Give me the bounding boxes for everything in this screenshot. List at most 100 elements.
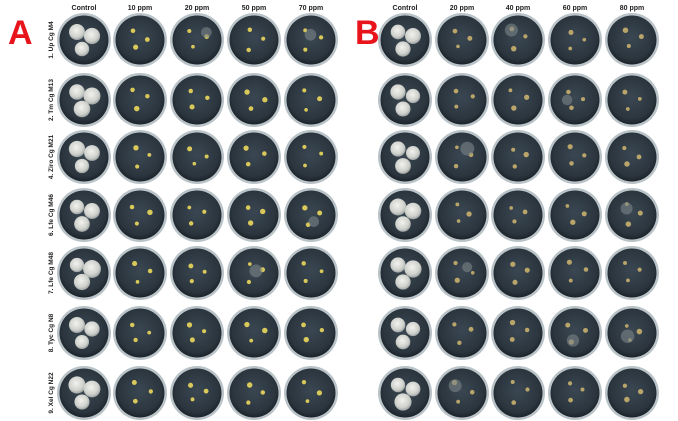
dish-agar	[551, 133, 600, 182]
colony	[406, 322, 420, 336]
plug	[135, 165, 139, 169]
plug	[453, 29, 458, 34]
column-header: 80 ppm	[620, 5, 645, 12]
plug	[191, 397, 195, 401]
plug	[261, 390, 265, 394]
plug	[623, 384, 627, 388]
growth	[621, 330, 635, 344]
plug	[192, 162, 196, 166]
dish-agar	[381, 133, 430, 182]
column-header: 60 ppm	[563, 5, 588, 12]
petri-dish	[548, 73, 602, 127]
plug	[202, 210, 206, 214]
dish-agar	[438, 191, 487, 240]
plug	[303, 164, 307, 168]
petri-dish	[57, 13, 111, 67]
dish-agar	[230, 16, 279, 65]
petri-dish	[435, 188, 489, 242]
petri-dish	[113, 73, 167, 127]
plug	[568, 398, 573, 403]
petri-dish	[491, 73, 545, 127]
plug	[188, 264, 193, 269]
petri-dish	[227, 73, 281, 127]
dish-agar	[116, 133, 165, 182]
plug	[190, 279, 194, 283]
plug	[581, 387, 585, 391]
petri-dish	[227, 246, 281, 300]
petri-dish	[284, 366, 338, 420]
petri-dish	[491, 306, 545, 360]
plug	[511, 380, 515, 384]
dish-agar	[438, 16, 487, 65]
petri-dish	[605, 306, 659, 360]
plug	[246, 48, 250, 52]
plug	[454, 89, 459, 94]
plug	[524, 95, 529, 100]
dish-agar	[173, 191, 222, 240]
plug	[191, 45, 195, 49]
petri-dish	[435, 130, 489, 184]
growth	[305, 29, 317, 41]
plug	[511, 400, 516, 405]
plug	[130, 323, 135, 328]
petri-dish	[284, 306, 338, 360]
plug	[243, 146, 248, 151]
plug	[626, 221, 632, 227]
petri-dish	[435, 366, 489, 420]
plug	[187, 146, 192, 151]
plug	[455, 145, 459, 149]
dish-agar	[60, 16, 109, 65]
column-header: 70 ppm	[299, 5, 324, 12]
colony	[395, 41, 410, 56]
plug	[244, 322, 249, 327]
plug	[566, 90, 571, 95]
colony	[406, 89, 420, 103]
plug	[149, 389, 153, 393]
plug	[134, 106, 140, 112]
dish-agar	[551, 369, 600, 418]
dish-agar	[381, 191, 430, 240]
plug	[524, 152, 529, 157]
row-label: 9. Xel Cg N22	[48, 372, 55, 414]
dish-agar	[60, 76, 109, 125]
dish-agar	[494, 16, 543, 65]
dish-agar	[173, 16, 222, 65]
colony	[70, 258, 84, 272]
plug	[566, 204, 570, 208]
colony	[69, 84, 85, 100]
plug	[317, 390, 322, 395]
plug	[248, 262, 252, 266]
plug	[471, 94, 475, 98]
petri-dish	[605, 188, 659, 242]
plug	[317, 210, 322, 215]
dish-agar	[438, 133, 487, 182]
plug	[581, 97, 585, 101]
colony	[406, 146, 420, 160]
plug	[625, 324, 629, 328]
petri-dish	[113, 13, 167, 67]
plug	[454, 105, 458, 109]
dish-agar	[116, 309, 165, 358]
plug	[509, 206, 513, 210]
petri-dish	[57, 366, 111, 420]
colony	[405, 203, 422, 220]
petri-dish	[284, 13, 338, 67]
colony	[84, 321, 99, 336]
dish-agar	[287, 249, 336, 298]
plug	[131, 28, 136, 33]
plug	[568, 47, 572, 51]
plug	[525, 268, 530, 273]
plug	[639, 34, 644, 39]
petri-dish	[227, 306, 281, 360]
plug	[132, 380, 137, 385]
plug	[511, 148, 515, 152]
plug	[248, 28, 252, 32]
plug	[306, 399, 310, 403]
plug	[204, 389, 209, 394]
growth	[308, 216, 319, 227]
dish-agar	[287, 309, 336, 358]
row-label: 7. Lfe Cg M48	[48, 252, 55, 294]
petri-dish	[378, 246, 432, 300]
petri-dish	[170, 306, 224, 360]
panel-letter: B	[355, 14, 380, 52]
